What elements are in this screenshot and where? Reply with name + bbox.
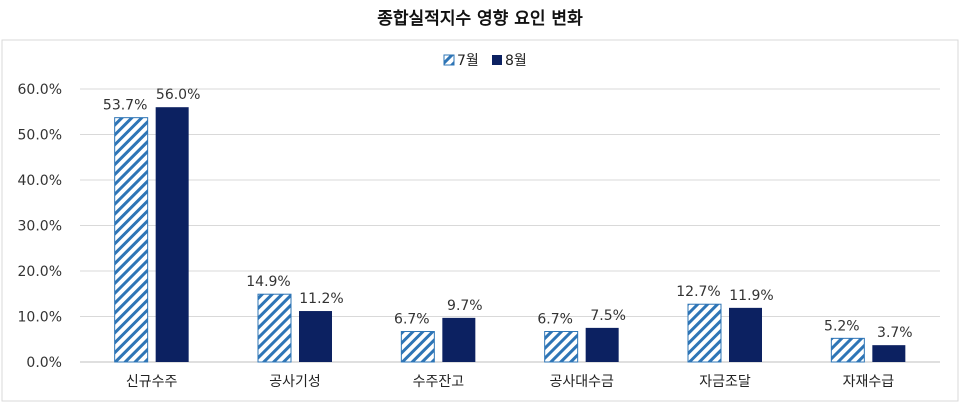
data-label: 6.7% bbox=[537, 312, 573, 328]
category-label: 수주잔고 bbox=[413, 374, 465, 390]
data-label: 11.9% bbox=[729, 288, 773, 304]
data-label: 14.9% bbox=[246, 274, 290, 290]
chart-frame bbox=[1, 39, 959, 402]
data-label: 9.7% bbox=[447, 298, 483, 314]
chart-title: 종합실적지수 영향 요인 변화 bbox=[377, 9, 583, 29]
bar-july bbox=[114, 117, 149, 363]
x-axis: 신규수주 공사기성 수주잔고 공사대수금 자금조달 자재수급 bbox=[126, 374, 894, 390]
data-label: 3.7% bbox=[877, 325, 913, 341]
bar-august bbox=[442, 317, 476, 362]
legend-label: 7월 bbox=[457, 53, 479, 69]
y-tick-label: 0.0% bbox=[26, 355, 62, 371]
bar-august bbox=[155, 107, 189, 362]
bars bbox=[114, 107, 906, 363]
bar-july bbox=[544, 331, 579, 363]
y-tick-label: 20.0% bbox=[18, 264, 62, 280]
legend: 7월 8월 bbox=[443, 53, 527, 69]
category-label: 신규수주 bbox=[126, 374, 178, 390]
data-label: 56.0% bbox=[156, 87, 200, 103]
category-label: 공사기성 bbox=[269, 374, 321, 390]
data-label: 11.2% bbox=[299, 291, 343, 307]
data-labels: 53.7% 56.0% 14.9% 11.2% 6.7% 9.7% 6.7% 7.5% 12.7… bbox=[103, 87, 913, 341]
y-tick-label: 30.0% bbox=[18, 219, 62, 235]
category-label: 공사대수금 bbox=[549, 374, 614, 390]
bar-august bbox=[872, 345, 906, 362]
bar-august bbox=[299, 311, 332, 362]
legend-swatch bbox=[492, 55, 502, 65]
data-label: 7.5% bbox=[590, 308, 626, 324]
data-label: 12.7% bbox=[676, 284, 720, 300]
data-label: 6.7% bbox=[394, 312, 430, 328]
y-tick-label: 60.0% bbox=[18, 82, 62, 98]
bar-july bbox=[257, 293, 292, 363]
y-tick-label: 50.0% bbox=[18, 128, 62, 144]
bar-august bbox=[729, 307, 762, 362]
bar-july bbox=[687, 303, 722, 363]
legend-label: 8월 bbox=[505, 53, 527, 69]
bar-july bbox=[830, 337, 865, 363]
category-label: 자재수급 bbox=[843, 374, 895, 390]
y-tick-label: 10.0% bbox=[18, 310, 62, 326]
y-tick-label: 40.0% bbox=[18, 173, 62, 189]
category-label: 자금조달 bbox=[699, 374, 751, 390]
data-label: 53.7% bbox=[103, 98, 147, 114]
grid-layer bbox=[80, 88, 940, 363]
bar-july bbox=[400, 331, 435, 363]
bar-august bbox=[585, 327, 619, 362]
y-axis: 0.0% 10.0% 20.0% 30.0% 40.0% 50.0% 60.0% bbox=[18, 82, 62, 371]
legend-swatch bbox=[443, 54, 455, 66]
data-label: 5.2% bbox=[824, 318, 860, 334]
